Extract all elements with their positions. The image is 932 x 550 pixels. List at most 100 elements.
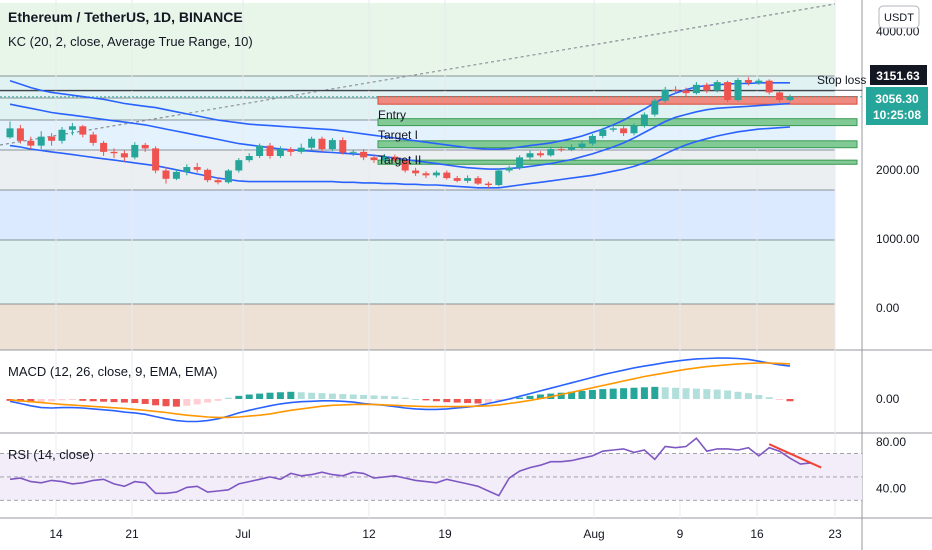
macd-histogram-bar <box>464 399 472 404</box>
entry-label: Entry <box>378 108 406 122</box>
macd-histogram-bar <box>328 393 336 399</box>
macd-histogram-bar <box>245 394 253 399</box>
price-tick-label: 0.00 <box>876 301 900 315</box>
kc-upper-line <box>9 79 790 150</box>
macd-histogram-bar <box>287 391 295 399</box>
x-tick-label: 19 <box>438 527 452 541</box>
macd-histogram-bar <box>526 395 534 399</box>
macd-histogram-bar <box>599 389 607 399</box>
candle-body <box>204 169 212 181</box>
candle-body <box>27 140 35 146</box>
candle-body <box>734 80 742 101</box>
macd-histogram-bar <box>380 395 388 399</box>
candle-body <box>464 178 472 181</box>
macd-histogram-bar <box>172 399 180 407</box>
candle-body <box>287 149 295 152</box>
macd-histogram-bar <box>349 394 357 399</box>
candle-body <box>162 170 170 179</box>
candle-body <box>391 156 399 161</box>
candle-body <box>516 157 524 168</box>
stop-price-badge <box>870 65 927 85</box>
candle-body <box>776 92 784 101</box>
candle-body <box>183 167 191 172</box>
candle-body <box>224 170 232 183</box>
macd-histogram-bar <box>578 390 586 399</box>
macd-histogram-bar <box>620 388 628 399</box>
candle-body <box>453 178 461 181</box>
macd-histogram-bar <box>27 399 35 403</box>
candle-body <box>235 160 243 171</box>
candle-body <box>152 148 160 171</box>
candle-body <box>339 140 347 153</box>
candle-body <box>58 129 66 141</box>
candle-body <box>703 84 711 91</box>
fib-region <box>0 190 835 240</box>
candle-body <box>89 134 97 143</box>
currency-badge[interactable] <box>878 5 920 29</box>
macd-histogram-bar <box>588 390 596 399</box>
target-ii-zone <box>377 159 858 165</box>
candle-body <box>79 126 87 135</box>
candle-body <box>401 160 409 171</box>
macd-histogram-bar <box>765 397 773 399</box>
candle-body <box>245 156 253 161</box>
x-tick-label: Aug <box>583 527 604 541</box>
candle-body <box>588 135 596 144</box>
candle-body <box>547 149 555 156</box>
currency-label: USDT <box>884 12 914 24</box>
macd-histogram-bar <box>453 399 461 403</box>
candle-body <box>120 153 128 158</box>
candle-body <box>370 157 378 161</box>
macd-histogram-bar <box>256 393 264 399</box>
macd-histogram-bar <box>432 399 440 402</box>
macd-histogram-bar <box>443 399 451 403</box>
candle-body <box>318 138 326 150</box>
candle-body <box>6 128 14 138</box>
candle-body <box>110 151 118 154</box>
candle-body <box>557 149 565 151</box>
candle-body <box>755 80 763 83</box>
macd-histogram-bar <box>141 399 149 404</box>
macd-histogram-bar <box>360 394 368 399</box>
macd-histogram-bar <box>724 390 732 399</box>
macd-histogram-bar <box>152 399 160 406</box>
macd-histogram-bar <box>235 395 243 399</box>
candle-body <box>131 144 139 158</box>
macd-histogram-bar <box>339 394 347 399</box>
candle-body <box>640 114 648 126</box>
indicator-label: KC (20, 2, close, Average True Range, 10… <box>8 34 253 49</box>
macd-histogram-bar <box>391 396 399 399</box>
macd-histogram-bar <box>630 387 638 399</box>
macd-histogram-bar <box>131 399 139 404</box>
macd-histogram-bar <box>193 399 201 405</box>
macd-histogram-bar <box>79 399 87 401</box>
macd-histogram-bar <box>422 399 430 401</box>
countdown-text: 10:25:08 <box>873 108 921 122</box>
candle-body <box>214 180 222 183</box>
x-tick-label: 16 <box>750 527 764 541</box>
candle-body <box>141 144 149 149</box>
fib-region <box>0 76 835 98</box>
candle-body <box>474 178 482 184</box>
macd-histogram-bar <box>68 399 76 400</box>
candle-body <box>68 126 76 130</box>
candle-body <box>630 125 638 134</box>
last-price-badge <box>866 87 928 125</box>
rsi-label: RSI (14, close) <box>8 447 94 462</box>
kc-middle-line <box>9 102 791 170</box>
macd-histogram-bar <box>661 387 669 399</box>
candle-body <box>568 147 576 150</box>
macd-histogram-bar <box>6 399 14 401</box>
macd-histogram-bar <box>474 399 482 404</box>
macd-histogram-bar <box>755 394 763 399</box>
macd-histogram-bar <box>557 392 565 399</box>
candle-body <box>16 128 24 141</box>
macd-histogram-bar <box>183 399 191 406</box>
candle-body <box>422 173 430 176</box>
x-tick-label: 23 <box>828 527 842 541</box>
candle-body <box>620 128 628 134</box>
macd-histogram-bar <box>609 388 617 399</box>
macd-histogram-bar <box>266 392 274 399</box>
x-tick-label: 12 <box>362 527 376 541</box>
